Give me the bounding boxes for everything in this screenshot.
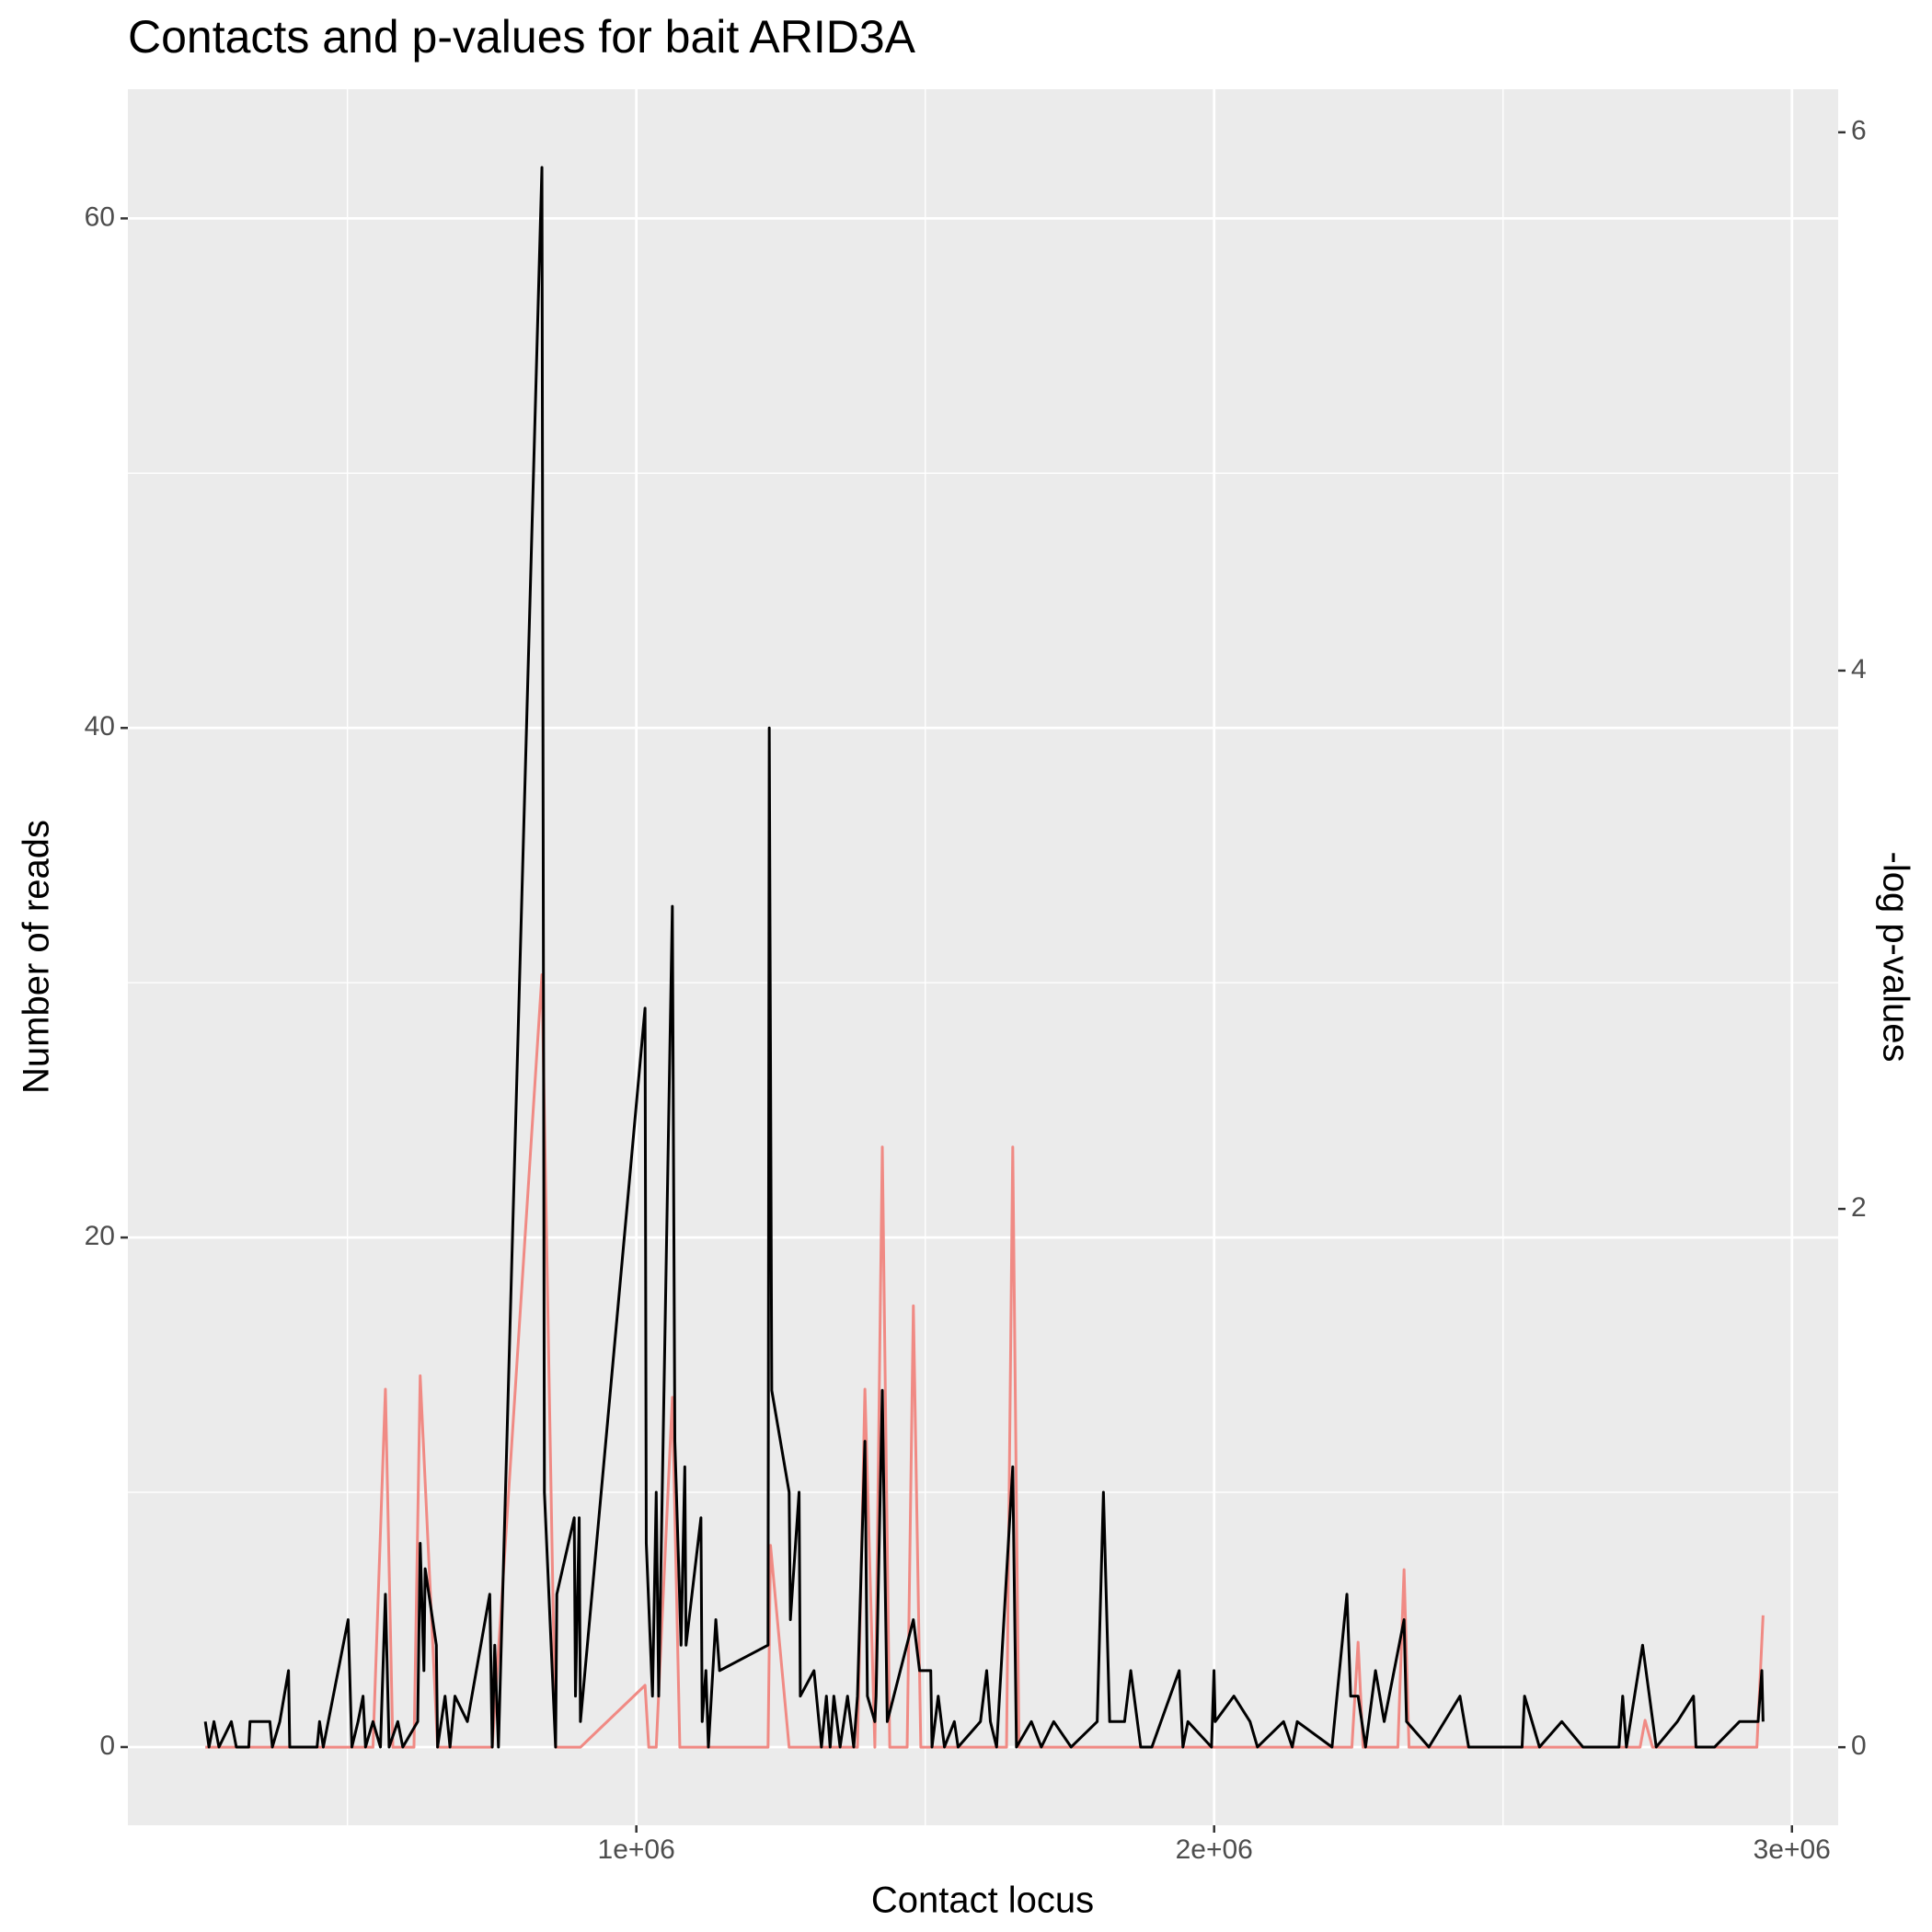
y-tick-label: 60 [85, 201, 115, 232]
y2-tick-label: 0 [1851, 1731, 1867, 1761]
y-axis-title: Number of reads [17, 820, 57, 1094]
x-tick-label: 1e+06 [598, 1834, 675, 1865]
data-line [205, 973, 1765, 1749]
x-tick-label: 3e+06 [1754, 1834, 1831, 1865]
y2-tick-label: 2 [1851, 1192, 1867, 1223]
y2-tick-label: 4 [1851, 654, 1867, 684]
x-axis-title: Contact locus [871, 1880, 1094, 1921]
data-line [203, 166, 1765, 1749]
y2-axis-title: -log p-values [1875, 851, 1915, 1062]
chart-title: Contacts and p-values for bait ARID3A [128, 11, 916, 63]
y2-tick-label: 6 [1851, 116, 1867, 146]
y-tick-label: 0 [99, 1731, 115, 1761]
x-tick-label: 2e+06 [1176, 1834, 1253, 1865]
y-tick-label: 20 [85, 1221, 115, 1251]
y-tick-label: 40 [85, 711, 115, 742]
plot-panel [128, 89, 1838, 1825]
